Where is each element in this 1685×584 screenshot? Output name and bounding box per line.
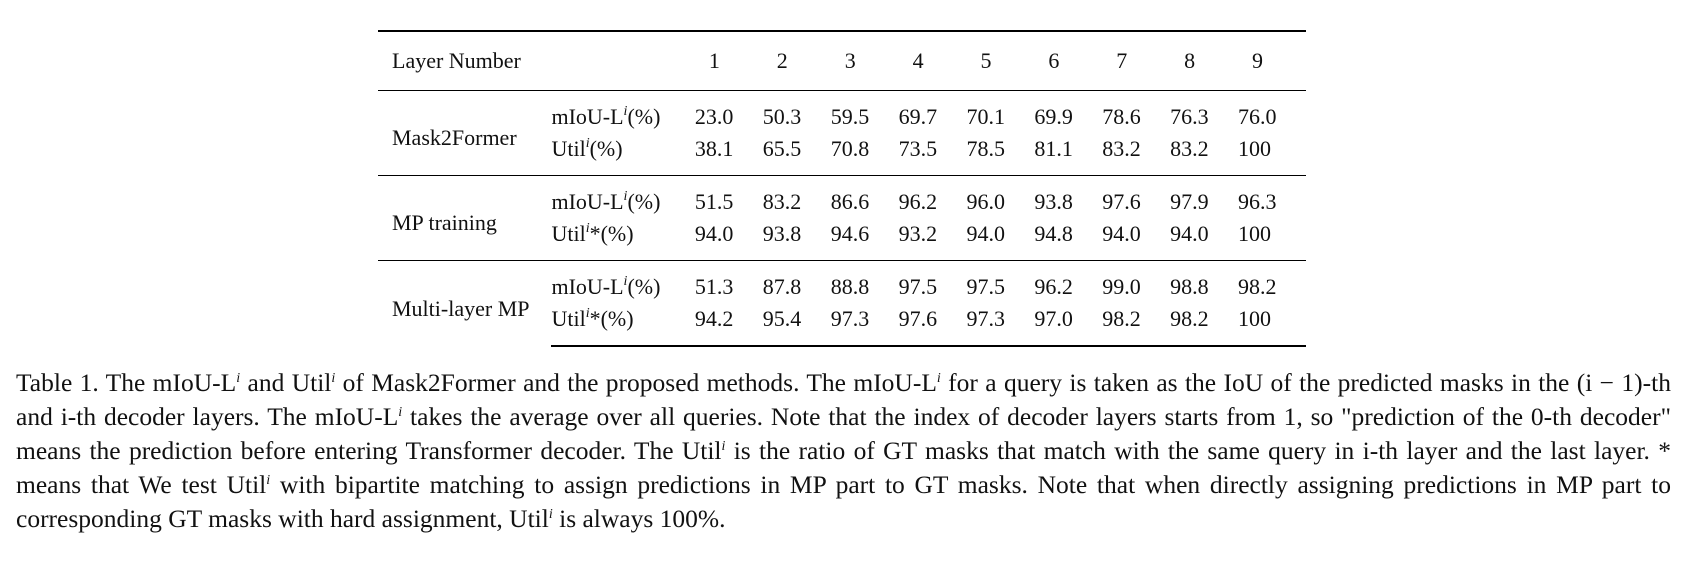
table-cell: 99.0 <box>1102 260 1171 303</box>
table-cell: 94.8 <box>1034 221 1073 246</box>
header-layer: 7 <box>1102 30 1171 91</box>
table-cell: 98.8 <box>1170 260 1239 303</box>
table-cell: 100 <box>1238 221 1272 246</box>
table-cell: 51.5 <box>694 175 763 218</box>
table-cell: 93.8 <box>762 221 802 246</box>
header-layer: 3 <box>830 30 899 91</box>
metric-label: Utili*(%) <box>551 303 695 347</box>
metric-label: mIoU-Li(%) <box>551 175 695 218</box>
table-cell: 100 <box>1238 136 1272 161</box>
metric-label: mIoU-Li(%) <box>551 90 695 133</box>
table-cell: 98.2 <box>1170 303 1239 347</box>
table-header-row: Layer Number 1 2 3 4 5 6 7 8 9 <box>378 30 1306 91</box>
table-cell: 38.1 <box>694 136 734 161</box>
table-cell: 94.0 <box>694 221 734 246</box>
header-layer: 2 <box>762 30 831 91</box>
table-cell: 98.2 <box>1102 303 1171 347</box>
table-cell: 94.2 <box>694 303 763 347</box>
table-cell: 97.3 <box>830 303 899 347</box>
table-cell: 96.2 <box>898 175 967 218</box>
header-layer: 5 <box>966 30 1035 91</box>
table-row: Mask2Former mIoU-Li(%) 23.0 50.3 59.5 69… <box>378 90 1306 176</box>
table-cell: 65.5 <box>762 136 802 161</box>
results-table: Layer Number 1 2 3 4 5 6 7 8 9 Mask2Form… <box>378 30 1306 347</box>
table-cell: 81.1 <box>1034 136 1073 161</box>
method-name: Mask2Former <box>378 90 552 176</box>
table-row: Utili(%) 38.1 65.5 70.8 73.5 78.5 81.1 8… <box>378 133 1306 176</box>
table-cell: 94.0 <box>966 221 1005 246</box>
table-cell: 94.0 <box>1102 221 1141 246</box>
results-table-container: Layer Number 1 2 3 4 5 6 7 8 9 Mask2Form… <box>378 30 1306 347</box>
table-cell: 69.9 <box>1034 90 1103 133</box>
header-layer: 1 <box>694 30 763 91</box>
table-cell: 96.3 <box>1238 175 1306 218</box>
header-layer: 4 <box>898 30 967 91</box>
method-name: MP training <box>378 175 552 261</box>
table-cell: 51.3 <box>694 260 763 303</box>
table-cell: 86.6 <box>830 175 899 218</box>
table-cell: 50.3 <box>762 90 831 133</box>
table-cell: 69.7 <box>898 90 967 133</box>
metric-label: Utili*(%) <box>551 221 634 246</box>
table-cell: 94.6 <box>830 221 870 246</box>
table-cell: 97.5 <box>966 260 1035 303</box>
table-cell: 70.8 <box>830 136 870 161</box>
table-cell: 83.2 <box>1170 136 1209 161</box>
table-cell: 87.8 <box>762 260 831 303</box>
header-layer: 6 <box>1034 30 1103 91</box>
table-cell: 95.4 <box>762 303 831 347</box>
table-cell: 93.2 <box>898 221 938 246</box>
table-cell: 97.6 <box>1102 175 1171 218</box>
table-cell: 93.8 <box>1034 175 1103 218</box>
table-cell: 78.5 <box>966 136 1005 161</box>
table-cell: 96.2 <box>1034 260 1103 303</box>
header-layer: 8 <box>1170 30 1239 91</box>
method-name: Multi-layer MP <box>378 260 552 346</box>
table-cell: 97.0 <box>1034 303 1103 347</box>
table-cell: 83.2 <box>762 175 831 218</box>
table-caption: Table 1. The mIoU-Li and Utili of Mask2F… <box>16 367 1671 534</box>
table-cell: 94.0 <box>1170 221 1209 246</box>
table-cell: 97.6 <box>898 303 967 347</box>
table-cell: 73.5 <box>898 136 938 161</box>
header-layer: 9 <box>1238 30 1306 91</box>
table-cell: 59.5 <box>830 90 899 133</box>
table-cell: 100 <box>1238 303 1306 347</box>
table-row: Utili*(%) 94.0 93.8 94.6 93.2 94.0 94.8 … <box>378 218 1306 261</box>
table-row: Utili*(%) 94.2 95.4 97.3 97.6 97.3 97.0 … <box>378 303 1306 347</box>
metric-label: Utili(%) <box>551 136 623 161</box>
header-layer-number: Layer Number <box>378 30 695 91</box>
table-row: MP training mIoU-Li(%) 51.5 83.2 86.6 96… <box>378 175 1306 261</box>
metric-label: mIoU-Li(%) <box>551 260 695 303</box>
table-cell: 97.9 <box>1170 175 1239 218</box>
table-cell: 83.2 <box>1102 136 1141 161</box>
table-cell: 76.0 <box>1238 90 1306 133</box>
table-cell: 97.3 <box>966 303 1035 347</box>
table-row: Multi-layer MP mIoU-Li(%) 51.3 87.8 88.8… <box>378 260 1306 346</box>
table-cell: 97.5 <box>898 260 967 303</box>
table-cell: 76.3 <box>1170 90 1239 133</box>
table-cell: 23.0 <box>694 90 763 133</box>
table-cell: 96.0 <box>966 175 1035 218</box>
table-cell: 78.6 <box>1102 90 1171 133</box>
table-cell: 88.8 <box>830 260 899 303</box>
table-cell: 98.2 <box>1238 260 1306 303</box>
table-cell: 70.1 <box>966 90 1035 133</box>
